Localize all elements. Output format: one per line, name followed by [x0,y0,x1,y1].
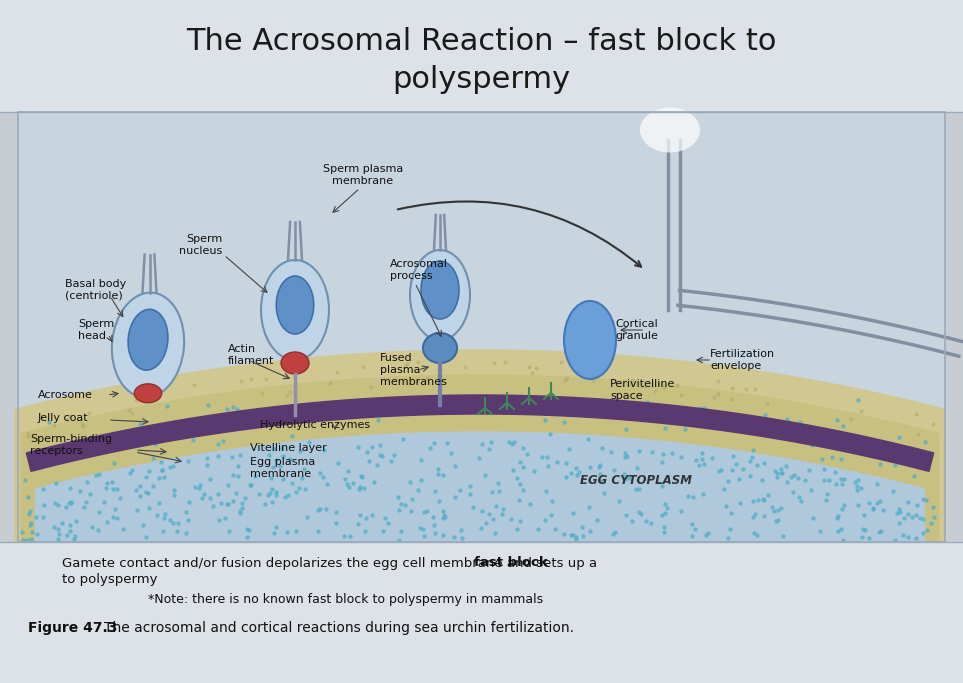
Ellipse shape [134,384,162,403]
Text: Vitelline layer: Vitelline layer [250,443,326,453]
Text: *Note: there is no known fast block to polyspermy in mammals: *Note: there is no known fast block to p… [148,594,543,607]
Ellipse shape [128,309,168,370]
Ellipse shape [423,333,457,363]
Polygon shape [21,375,939,542]
Text: Fertilization
envelope: Fertilization envelope [710,349,775,371]
Bar [0,542,963,683]
Text: Acrosome: Acrosome [38,390,92,400]
Text: to polyspermy: to polyspermy [62,574,158,587]
Ellipse shape [564,301,616,379]
Text: EGG CYTOPLASM: EGG CYTOPLASM [580,473,692,486]
Polygon shape [36,432,924,542]
Text: Gamete contact and/or fusion depolarizes the egg cell membrane and sets up a: Gamete contact and/or fusion depolarizes… [62,557,601,570]
Text: Egg plasma
membrane: Egg plasma membrane [250,457,315,479]
Text: Jelly coat: Jelly coat [38,413,89,423]
Text: The acrosomal and cortical reactions during sea urchin fertilization.: The acrosomal and cortical reactions dur… [104,621,574,635]
Text: Sperm
head: Sperm head [78,319,115,341]
Text: Acrosomal
process: Acrosomal process [390,260,448,281]
Text: Sperm
nucleus: Sperm nucleus [179,234,222,256]
Polygon shape [15,350,945,542]
Ellipse shape [261,260,329,360]
Text: The Acrosomal Reaction – fast block to: The Acrosomal Reaction – fast block to [186,27,776,57]
Text: fast block: fast block [474,557,548,570]
Text: Cortical
granule: Cortical granule [615,319,658,341]
Ellipse shape [276,276,314,334]
Bar [18,112,945,542]
Ellipse shape [112,292,184,398]
Bar [18,112,945,542]
Text: polyspermy: polyspermy [392,66,570,94]
Polygon shape [26,395,934,471]
Text: Basal body
(centriole): Basal body (centriole) [65,279,126,301]
Text: Sperm plasma
membrane: Sperm plasma membrane [323,164,403,186]
Text: Figure 47.3: Figure 47.3 [28,621,122,635]
Ellipse shape [410,250,470,340]
Ellipse shape [421,261,459,319]
Bar [0,0,963,112]
Text: Fused
plasma
membranes: Fused plasma membranes [380,353,447,387]
Text: Perivitelline
space: Perivitelline space [610,379,675,401]
Text: Hydrolytic enzymes: Hydrolytic enzymes [260,420,370,430]
Ellipse shape [281,352,309,374]
Text: Actin
filament: Actin filament [228,344,274,366]
Ellipse shape [640,107,700,152]
Text: Sperm-binding
receptors: Sperm-binding receptors [30,434,112,456]
